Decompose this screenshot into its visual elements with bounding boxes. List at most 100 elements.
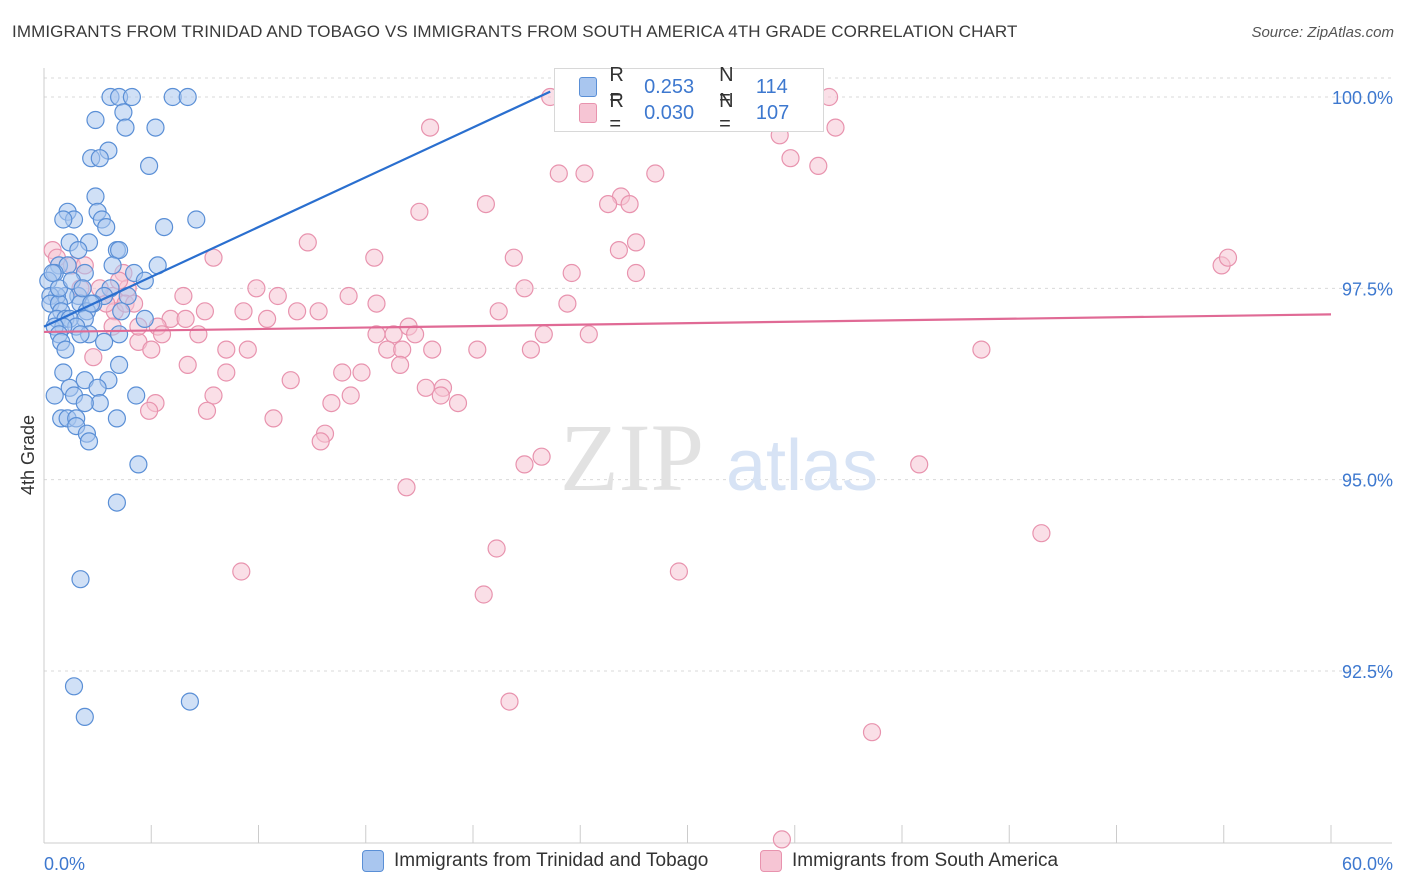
data-point: [393, 340, 412, 359]
y-tick-label: 92.5%: [1342, 662, 1393, 682]
data-point: [129, 455, 148, 474]
legend-label: Immigrants from South America: [792, 850, 1059, 871]
data-point: [809, 156, 828, 175]
data-point: [468, 340, 487, 359]
data-point: [620, 195, 639, 214]
data-point: [264, 409, 283, 428]
data-point: [54, 210, 73, 229]
data-point: [406, 325, 425, 344]
data-point: [268, 286, 287, 306]
data-point: [281, 371, 300, 390]
data-point: [187, 210, 206, 229]
data-point: [97, 218, 116, 237]
data-point: [109, 325, 129, 344]
data-point: [384, 325, 403, 344]
n-value: 114: [755, 75, 788, 98]
legend-item-south-america[interactable]: Immigrants from South America: [760, 850, 1058, 872]
data-point: [112, 302, 131, 321]
data-point: [862, 723, 882, 742]
trend-line-trinidad-tobago: [43, 90, 551, 328]
grid-lines: [44, 77, 1392, 672]
data-point: [431, 386, 450, 405]
data-point: [116, 118, 135, 137]
data-point: [142, 340, 161, 359]
data-point: [107, 493, 127, 512]
data-point: [135, 309, 154, 328]
data-point: [197, 401, 217, 420]
legend-item-trinidad-tobago[interactable]: Immigrants from Trinidad and Tobago: [362, 850, 708, 872]
data-point: [515, 455, 534, 474]
y-axis-label: 4th Grade: [18, 415, 38, 495]
data-point: [178, 87, 197, 107]
data-point: [232, 562, 251, 581]
data-point: [367, 294, 386, 313]
data-point: [90, 149, 109, 168]
data-point: [217, 363, 236, 382]
series-trinidad-tobago: [39, 87, 206, 727]
data-point: [910, 455, 929, 474]
data-point: [333, 363, 352, 382]
data-point: [972, 340, 991, 359]
data-point: [140, 156, 159, 175]
x-tick-label: 0.0%: [44, 854, 85, 874]
data-point: [288, 302, 307, 321]
data-point: [515, 279, 534, 298]
data-point: [107, 409, 127, 428]
data-point: [410, 202, 429, 221]
data-point: [94, 332, 114, 351]
trend-line-south-america: [43, 313, 1332, 334]
data-point: [234, 302, 253, 321]
data-point: [86, 187, 105, 206]
data-point: [86, 110, 105, 130]
stats-legend: R = 0.253 N = 114 R = 0.030 N = 107: [554, 64, 824, 135]
data-point: [79, 432, 99, 451]
data-point: [69, 241, 88, 260]
data-point: [84, 348, 103, 367]
series-legend: Immigrants from Trinidad and Tobago Immi…: [0, 850, 1406, 880]
data-point: [626, 233, 646, 252]
data-point: [598, 195, 618, 214]
data-point: [73, 279, 92, 298]
data-point: [298, 233, 317, 252]
data-point: [341, 386, 360, 405]
data-point: [365, 248, 384, 267]
data-point: [391, 355, 410, 374]
data-point: [339, 286, 358, 306]
data-point: [258, 309, 277, 328]
data-point: [487, 539, 506, 558]
data-point: [174, 286, 193, 306]
data-point: [646, 164, 665, 183]
data-point: [558, 294, 577, 313]
data-point: [781, 149, 800, 168]
axes: [43, 68, 1392, 844]
data-point: [45, 386, 64, 405]
data-point: [204, 248, 223, 267]
data-point: [626, 263, 646, 283]
data-point: [562, 263, 581, 283]
data-point: [75, 707, 94, 727]
data-point: [140, 401, 159, 420]
data-point: [217, 340, 236, 359]
data-point: [772, 830, 792, 849]
data-point: [609, 241, 629, 260]
data-point: [311, 432, 330, 451]
data-point: [127, 386, 146, 405]
data-point: [204, 386, 223, 405]
data-point: [352, 363, 371, 382]
data-point: [521, 340, 541, 359]
data-point: [247, 279, 266, 298]
data-point: [75, 394, 94, 413]
data-point: [146, 118, 165, 137]
data-point: [416, 378, 435, 397]
data-point: [500, 692, 519, 711]
data-point: [1032, 524, 1051, 543]
data-point: [71, 325, 90, 344]
y-tick-label: 100.0%: [1332, 88, 1393, 108]
data-point: [579, 325, 598, 344]
watermark-atlas: atlas: [726, 426, 878, 506]
data-point: [322, 394, 341, 413]
data-point: [489, 302, 508, 321]
x-tick-label: 60.0%: [1342, 854, 1393, 874]
data-point: [103, 256, 122, 275]
data-point: [178, 355, 197, 374]
